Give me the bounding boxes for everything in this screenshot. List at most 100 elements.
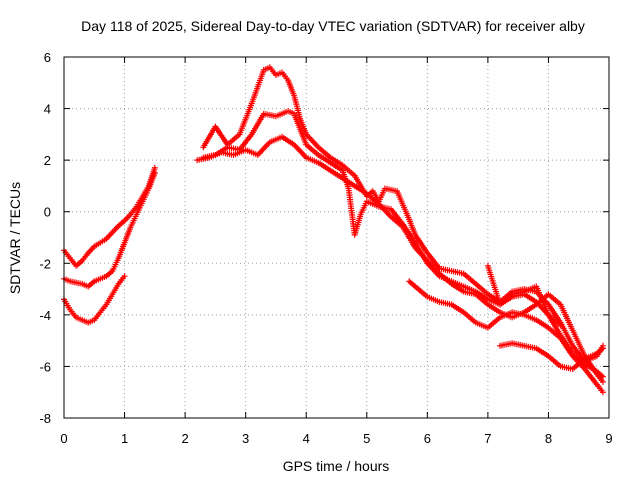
marker-point — [85, 279, 96, 290]
marker-point — [200, 125, 218, 151]
marker-point — [315, 152, 332, 165]
y-tick-label: -4 — [39, 308, 51, 323]
marker-point — [121, 273, 128, 280]
series-markers — [497, 340, 606, 372]
x-tick-label: 4 — [303, 431, 310, 446]
marker-point — [79, 251, 90, 264]
x-tick-label: 1 — [121, 431, 128, 446]
marker-point — [315, 144, 332, 160]
marker-point — [272, 109, 289, 120]
x-axis-label: GPS time / hours — [283, 458, 390, 474]
marker-point — [484, 262, 503, 306]
x-tick-label: 0 — [60, 431, 67, 446]
y-tick-label: 0 — [44, 205, 51, 220]
marker-point — [279, 69, 290, 82]
marker-point — [351, 213, 364, 238]
marker-point — [557, 335, 575, 358]
marker-point — [248, 69, 267, 107]
marker-point — [533, 317, 550, 330]
marker-point — [133, 195, 145, 210]
marker-point — [406, 216, 418, 236]
marker-point — [279, 133, 296, 147]
marker-point — [533, 283, 551, 316]
series-early-c — [61, 273, 128, 326]
marker-point — [115, 219, 126, 229]
marker-point — [484, 296, 501, 307]
marker-point — [363, 198, 380, 209]
marker-point — [533, 345, 550, 358]
marker-point — [357, 200, 369, 218]
x-tick-label: 5 — [363, 431, 370, 446]
marker-point — [236, 102, 254, 138]
series-early-a — [61, 164, 158, 269]
y-axis-label: SDTVAR / TECUs — [7, 182, 23, 294]
marker-point — [581, 351, 598, 362]
marker-point — [97, 303, 108, 316]
series-line — [63, 167, 156, 267]
marker-point — [460, 309, 477, 325]
marker-point — [394, 188, 412, 221]
marker-point — [327, 159, 344, 173]
y-tick-label: 2 — [44, 153, 51, 168]
plot-frame — [63, 56, 610, 419]
series-early-b — [61, 170, 158, 290]
marker-point — [103, 231, 114, 242]
marker-point — [285, 77, 297, 97]
marker-point — [497, 292, 514, 308]
marker-point — [497, 340, 514, 349]
marker-point — [260, 65, 271, 73]
series-markers — [194, 133, 606, 385]
marker-point — [303, 154, 320, 165]
marker-point — [73, 314, 84, 323]
marker-point — [339, 162, 356, 178]
marker-point — [127, 205, 139, 218]
marker-point — [97, 237, 108, 246]
marker-point — [460, 270, 477, 286]
x-tick-label: 6 — [424, 431, 431, 446]
marker-point — [472, 280, 490, 296]
marker-point — [545, 291, 562, 307]
marker-point — [266, 64, 278, 77]
chart-title: Day 118 of 2025, Sidereal Day-to-day VTE… — [81, 18, 585, 34]
marker-point — [121, 226, 133, 246]
marker-point — [109, 257, 121, 274]
marker-point — [79, 280, 90, 289]
x-tick-label: 3 — [242, 431, 249, 446]
marker-point — [339, 175, 356, 188]
y-tick-label: -2 — [39, 256, 51, 271]
marker-point — [139, 187, 151, 205]
marker-point — [448, 268, 465, 277]
marker-point — [285, 108, 296, 116]
series-mid-a — [200, 64, 606, 365]
x-tick-label: 2 — [181, 431, 188, 446]
marker-point — [266, 134, 283, 146]
marker-point — [448, 280, 465, 294]
marker-point — [412, 283, 429, 299]
marker-point — [599, 378, 606, 385]
series-markers — [484, 262, 564, 329]
marker-point — [593, 381, 605, 394]
marker-point — [388, 213, 405, 229]
marker-point — [593, 346, 605, 357]
y-tick-label: 6 — [44, 50, 51, 65]
marker-point — [412, 244, 429, 263]
marker-point — [297, 126, 309, 146]
marker-point — [521, 342, 538, 351]
marker-point — [67, 306, 78, 319]
marker-point — [291, 92, 303, 120]
marker-point — [521, 284, 538, 295]
marker-point — [327, 154, 344, 168]
marker-point — [230, 147, 247, 158]
marker-point — [599, 345, 606, 352]
marker-point — [484, 315, 502, 331]
marker-point — [569, 327, 587, 358]
marker-point — [557, 322, 564, 329]
marker-point — [194, 155, 211, 164]
marker-point — [400, 224, 418, 249]
grid — [64, 57, 609, 418]
marker-point — [109, 283, 121, 298]
marker-point — [151, 164, 158, 171]
marker-point — [97, 274, 108, 282]
marker-point — [412, 231, 430, 255]
marker-point — [545, 324, 562, 340]
